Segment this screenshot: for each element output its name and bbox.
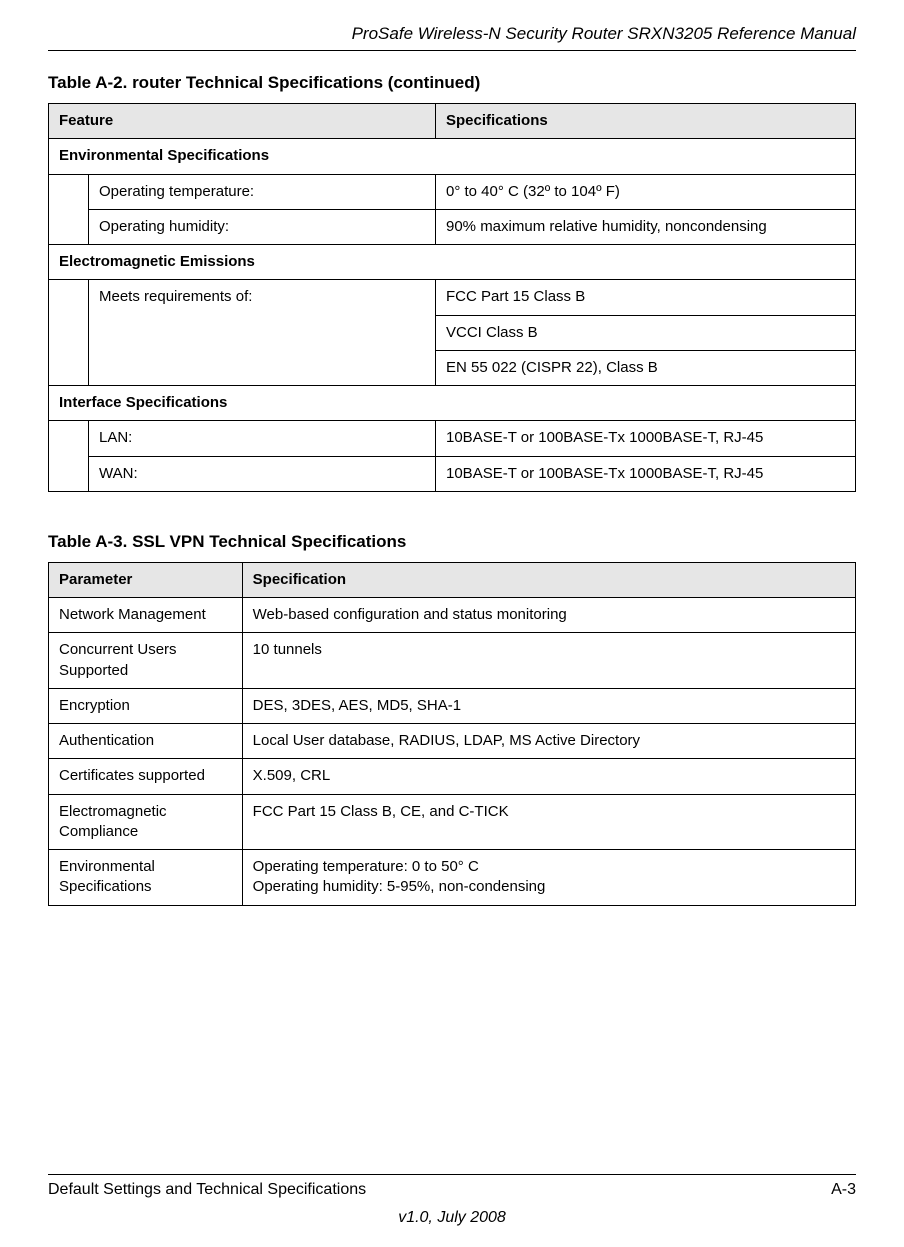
table-row: WAN: 10BASE-T or 100BASE-Tx 1000BASE-T, …	[49, 456, 856, 491]
t2-r3-p: Authentication	[49, 724, 243, 759]
footer-rule	[48, 1174, 856, 1175]
footer-row: Default Settings and Technical Specifica…	[48, 1181, 856, 1199]
indent-cell	[49, 421, 89, 456]
table-row: Electromagnetic Compliance FCC Part 15 C…	[49, 794, 856, 850]
table-row: Operating humidity: 90% maximum relative…	[49, 209, 856, 244]
table1-sec1-r1-val: 0° to 40° C (32º to 104º F)	[436, 174, 856, 209]
indent-cell	[49, 456, 89, 491]
table2-head-param: Parameter	[49, 562, 243, 597]
table1-sec1-r2-val: 90% maximum relative humidity, nonconden…	[436, 209, 856, 244]
table-row: Encryption DES, 3DES, AES, MD5, SHA-1	[49, 688, 856, 723]
t2-r2-s: DES, 3DES, AES, MD5, SHA-1	[242, 688, 855, 723]
table-row: Environmental Specifications Operating t…	[49, 850, 856, 906]
table-row: Meets requirements of: FCC Part 15 Class…	[49, 280, 856, 315]
table1-sec2-heading: Electromagnetic Emissions	[49, 245, 856, 280]
table1-head-feature: Feature	[49, 104, 436, 139]
t2-r1-s: 10 tunnels	[242, 633, 855, 689]
table1-header-row: Feature Specifications	[49, 104, 856, 139]
table-row: Network Management Web-based configurati…	[49, 598, 856, 633]
t2-r5-s: FCC Part 15 Class B, CE, and C-TICK	[242, 794, 855, 850]
t2-r1-p: Concurrent Users Supported	[49, 633, 243, 689]
table1-sec3-r2-val: 10BASE-T or 100BASE-Tx 1000BASE-T, RJ-45	[436, 456, 856, 491]
t2-r0-p: Network Management	[49, 598, 243, 633]
table1-title: Table A-2. router Technical Specificatio…	[48, 73, 856, 93]
table-row: Certificates supported X.509, CRL	[49, 759, 856, 794]
table1-sec3-heading: Interface Specifications	[49, 386, 856, 421]
table1-sec1-heading: Environmental Specifications	[49, 139, 856, 174]
indent-cell	[49, 209, 89, 244]
page: ProSafe Wireless-N Security Router SRXN3…	[0, 0, 904, 1247]
table1-sec1-r1-label: Operating temperature:	[89, 174, 436, 209]
table2-head-spec: Specification	[242, 562, 855, 597]
t2-r3-s: Local User database, RADIUS, LDAP, MS Ac…	[242, 724, 855, 759]
table1-sec2-v3: EN 55 022 (CISPR 22), Class B	[436, 350, 856, 385]
t2-r6-p: Environmental Specifications	[49, 850, 243, 906]
table-row: Concurrent Users Supported 10 tunnels	[49, 633, 856, 689]
t2-r5-p: Electromagnetic Compliance	[49, 794, 243, 850]
footer-right: A-3	[831, 1181, 856, 1199]
table1-sec1-r2-label: Operating humidity:	[89, 209, 436, 244]
doc-title: ProSafe Wireless-N Security Router SRXN3…	[48, 24, 856, 44]
table1-sec3-r2-label: WAN:	[89, 456, 436, 491]
table2: Parameter Specification Network Manageme…	[48, 562, 856, 906]
table2-header-row: Parameter Specification	[49, 562, 856, 597]
table1-sec2-heading-row: Electromagnetic Emissions	[49, 245, 856, 280]
table1-head-spec: Specifications	[436, 104, 856, 139]
table1-sec1-heading-row: Environmental Specifications	[49, 139, 856, 174]
t2-r6-s: Operating temperature: 0 to 50° C Operat…	[242, 850, 855, 906]
footer-left: Default Settings and Technical Specifica…	[48, 1181, 366, 1199]
table-row: LAN: 10BASE-T or 100BASE-Tx 1000BASE-T, …	[49, 421, 856, 456]
table1-sec2-r1-label: Meets requirements of:	[89, 280, 436, 386]
table1-sec2-v1: FCC Part 15 Class B	[436, 280, 856, 315]
t2-r0-s: Web-based configuration and status monit…	[242, 598, 855, 633]
footer: Default Settings and Technical Specifica…	[48, 1174, 856, 1227]
header-rule	[48, 50, 856, 51]
table1-sec3-r1-val: 10BASE-T or 100BASE-Tx 1000BASE-T, RJ-45	[436, 421, 856, 456]
table1: Feature Specifications Environmental Spe…	[48, 103, 856, 492]
table1-sec2-v2: VCCI Class B	[436, 315, 856, 350]
t2-r4-s: X.509, CRL	[242, 759, 855, 794]
indent-cell	[49, 174, 89, 209]
table2-title: Table A-3. SSL VPN Technical Specificati…	[48, 532, 856, 552]
t2-r2-p: Encryption	[49, 688, 243, 723]
table1-sec3-r1-label: LAN:	[89, 421, 436, 456]
footer-center: v1.0, July 2008	[48, 1209, 856, 1227]
table-row: Authentication Local User database, RADI…	[49, 724, 856, 759]
t2-r4-p: Certificates supported	[49, 759, 243, 794]
table1-sec3-heading-row: Interface Specifications	[49, 386, 856, 421]
indent-cell	[49, 280, 89, 386]
table-row: Operating temperature: 0° to 40° C (32º …	[49, 174, 856, 209]
